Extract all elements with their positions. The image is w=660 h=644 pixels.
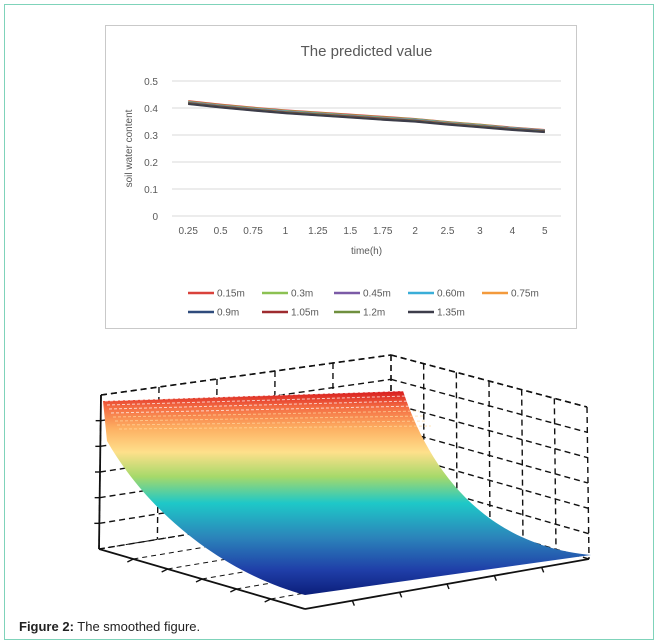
surface-box-edge — [390, 354, 588, 408]
surface-tick — [446, 583, 450, 590]
surface-tick — [195, 578, 203, 583]
surface-grid-line — [553, 398, 557, 550]
x-tick-label: 1 — [283, 226, 289, 237]
surface-mesh-line — [108, 400, 412, 410]
caption-text: The smoothed figure. — [73, 619, 201, 634]
x-tick-label: 1.5 — [343, 226, 357, 237]
surface-tick — [399, 592, 403, 598]
surface-mesh-line — [112, 410, 420, 418]
surface-tick — [161, 568, 168, 573]
x-axis-label: time(h) — [351, 246, 382, 257]
surface-tick — [541, 567, 545, 573]
surface-mesh-line — [116, 420, 428, 426]
surface-tick — [264, 598, 271, 603]
y-axis-label: soil water content — [124, 109, 135, 187]
legend-label-1.35m: 1.35m — [437, 308, 465, 319]
surface-tick — [230, 588, 237, 593]
y-tick-label: 0.4 — [144, 104, 158, 115]
x-tick-label: 1.75 — [373, 226, 393, 237]
surface-grid-line — [488, 380, 491, 531]
y-tick-label: 0.3 — [144, 131, 158, 142]
surface-grid-line — [390, 402, 588, 459]
surface-mesh-line — [110, 405, 416, 414]
surface-tick — [493, 575, 497, 581]
surface-mesh — [103, 391, 591, 595]
surface-box-edge — [100, 354, 392, 396]
x-tick-label: 5 — [542, 226, 548, 237]
chart-title: The predicted value — [301, 43, 433, 60]
legend-label-0.3m: 0.3m — [291, 289, 313, 300]
x-tick-label: 0.75 — [243, 226, 263, 237]
surface-mesh-line — [114, 415, 424, 422]
caption-label: Figure 2: — [19, 619, 74, 634]
y-tick-label: 0.2 — [144, 158, 158, 169]
x-tick-label: 2 — [412, 226, 418, 237]
surface-tick — [351, 600, 355, 606]
x-tick-label: 0.5 — [214, 226, 228, 237]
figure-frame: The predicted value 0 0.1 0.2 0.3 0.4 0.5 soil … — [4, 4, 654, 640]
surface-mesh-line — [106, 395, 408, 406]
x-tick-label: 1.25 — [308, 226, 328, 237]
legend-label-0.15m: 0.15m — [217, 289, 245, 300]
y-tick-label: 0.5 — [144, 77, 158, 88]
line-chart: The predicted value 0 0.1 0.2 0.3 0.4 0.5 soil … — [124, 43, 561, 319]
line-chart-panel: The predicted value 0 0.1 0.2 0.3 0.4 0.5 soil … — [105, 25, 577, 329]
legend-label-0.9m: 0.9m — [217, 308, 239, 319]
surface-mesh-line — [118, 425, 432, 430]
y-tick-label: 0 — [152, 212, 158, 223]
surface-tick — [127, 558, 134, 563]
legend-label-0.60m: 0.60m — [437, 289, 465, 300]
figure-caption: Figure 2: The smoothed figure. — [19, 619, 200, 634]
series-line-1.35m — [188, 102, 545, 134]
y-tick-label: 0.1 — [144, 185, 158, 196]
legend-label-0.45m: 0.45m — [363, 289, 391, 300]
x-tick-label: 4 — [510, 226, 516, 237]
surface-grid-line — [100, 378, 392, 422]
surface-grid-line — [520, 389, 524, 540]
surface-plot-panel — [93, 351, 597, 613]
surface-plot — [94, 354, 591, 610]
legend-label-0.75m: 0.75m — [511, 289, 539, 300]
x-tick-label: 0.25 — [178, 226, 198, 237]
surface-grid-line — [586, 406, 590, 560]
legend-label-1.2m: 1.2m — [363, 308, 385, 319]
legend-label-1.05m: 1.05m — [291, 308, 319, 319]
x-tick-label: 2.5 — [441, 226, 455, 237]
x-tick-label: 3 — [477, 226, 483, 237]
